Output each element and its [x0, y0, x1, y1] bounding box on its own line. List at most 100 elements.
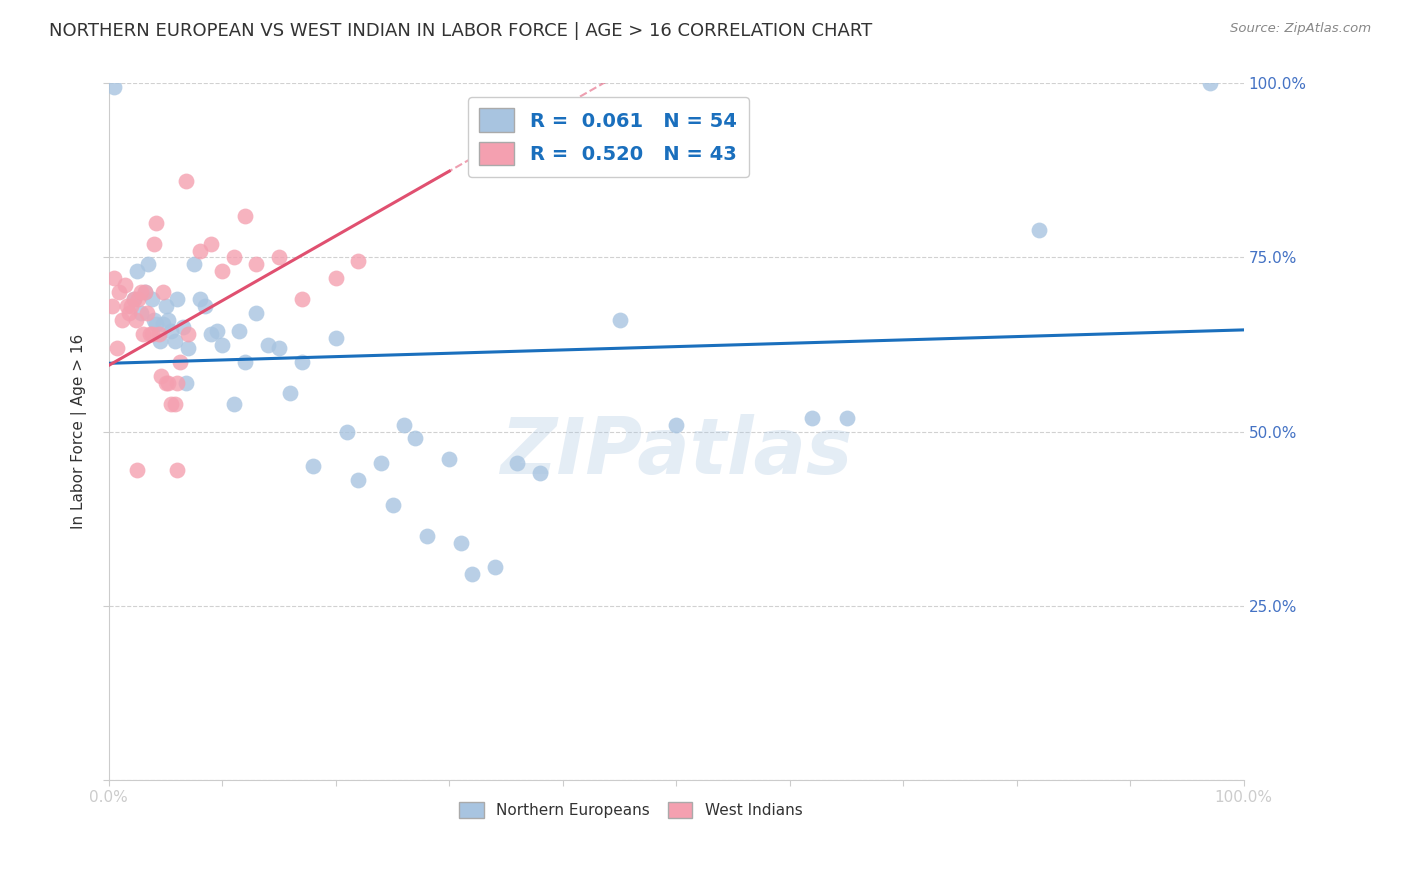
Point: [347, 254, 370, 268]
Point: [121, 299, 143, 313]
Point: [163, 334, 186, 348]
Point: [156, 376, 179, 390]
Legend: Northern Europeans, West Indians: Northern Europeans, West Indians: [453, 796, 808, 824]
Point: [152, 317, 174, 331]
Point: [115, 299, 138, 313]
Point: [156, 313, 179, 327]
Point: [143, 236, 166, 251]
Point: [138, 327, 160, 342]
Point: [188, 244, 211, 258]
Point: [280, 386, 302, 401]
Text: NORTHERN EUROPEAN VS WEST INDIAN IN LABOR FORCE | AGE > 16 CORRELATION CHART: NORTHERN EUROPEAN VS WEST INDIAN IN LABO…: [49, 22, 873, 40]
Point: [172, 320, 194, 334]
Point: [835, 410, 858, 425]
Point: [245, 257, 267, 271]
Point: [439, 452, 461, 467]
Point: [177, 327, 200, 342]
Point: [609, 313, 631, 327]
Point: [129, 306, 152, 320]
Point: [136, 306, 159, 320]
Point: [111, 313, 134, 327]
Point: [336, 425, 359, 439]
Point: [141, 292, 163, 306]
Point: [211, 337, 233, 351]
Point: [141, 327, 163, 342]
Point: [160, 324, 183, 338]
Point: [127, 292, 149, 306]
Point: [267, 341, 290, 355]
Point: [174, 376, 197, 390]
Point: [325, 330, 347, 344]
Point: [291, 292, 314, 306]
Point: [149, 334, 172, 348]
Point: [222, 251, 245, 265]
Point: [302, 459, 325, 474]
Point: [160, 397, 183, 411]
Point: [103, 271, 125, 285]
Point: [114, 278, 136, 293]
Point: [149, 368, 172, 383]
Point: [166, 292, 188, 306]
Point: [205, 324, 228, 338]
Point: [166, 376, 188, 390]
Point: [228, 324, 250, 338]
Point: [450, 536, 472, 550]
Point: [370, 456, 392, 470]
Point: [1028, 222, 1050, 236]
Point: [245, 306, 267, 320]
Point: [392, 417, 415, 432]
Point: [174, 174, 197, 188]
Point: [233, 355, 256, 369]
Text: Source: ZipAtlas.com: Source: ZipAtlas.com: [1230, 22, 1371, 36]
Point: [155, 299, 177, 313]
Point: [101, 299, 124, 313]
Point: [108, 285, 131, 300]
Point: [125, 313, 148, 327]
Point: [122, 292, 145, 306]
Point: [177, 341, 200, 355]
Point: [132, 327, 155, 342]
Point: [127, 264, 149, 278]
Point: [211, 264, 233, 278]
Point: [291, 355, 314, 369]
Point: [118, 306, 141, 320]
Point: [129, 285, 152, 300]
Point: [127, 463, 149, 477]
Point: [200, 236, 222, 251]
Point: [148, 327, 170, 342]
Point: [222, 397, 245, 411]
Point: [145, 317, 167, 331]
Point: [529, 467, 551, 481]
Point: [233, 209, 256, 223]
Point: [506, 456, 529, 470]
Point: [155, 376, 177, 390]
Point: [665, 417, 688, 432]
Point: [169, 355, 191, 369]
Point: [347, 473, 370, 487]
Point: [256, 337, 278, 351]
Point: [138, 257, 160, 271]
Point: [103, 79, 125, 94]
Point: [163, 397, 186, 411]
Point: [134, 285, 156, 300]
Point: [415, 529, 437, 543]
Point: [325, 271, 347, 285]
Point: [404, 432, 426, 446]
Point: [461, 567, 484, 582]
Point: [166, 463, 188, 477]
Point: [134, 285, 156, 300]
Y-axis label: In Labor Force | Age > 16: In Labor Force | Age > 16: [72, 334, 87, 529]
Point: [122, 292, 145, 306]
Point: [105, 341, 128, 355]
Text: ZIPatlas: ZIPatlas: [501, 415, 852, 491]
Point: [152, 285, 174, 300]
Point: [1198, 77, 1220, 91]
Point: [183, 257, 205, 271]
Point: [381, 498, 404, 512]
Point: [143, 313, 166, 327]
Point: [267, 251, 290, 265]
Point: [801, 410, 824, 425]
Point: [200, 327, 222, 342]
Point: [145, 216, 167, 230]
Point: [484, 560, 506, 574]
